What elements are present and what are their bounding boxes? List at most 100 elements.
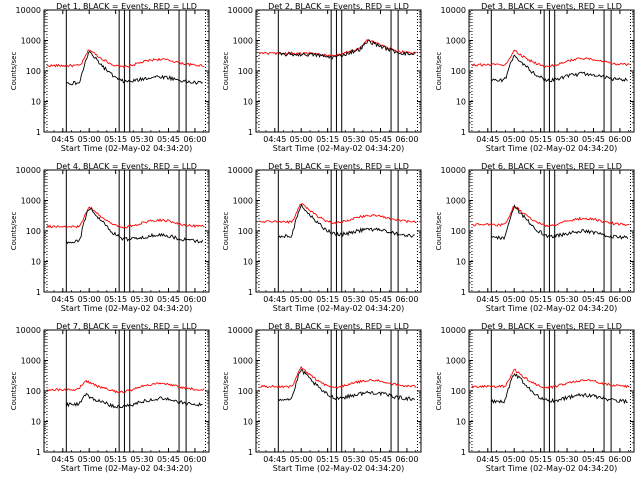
x-tick-label: 05:15 bbox=[104, 455, 127, 464]
y-tick-label: 1 bbox=[36, 288, 41, 297]
x-axis-label: Start Time (02-May-02 04:34:20) bbox=[486, 464, 617, 473]
x-tick-label: 06:00 bbox=[608, 295, 631, 304]
y-tick-label: 1000 bbox=[21, 37, 41, 46]
x-axis-label: Start Time (02-May-02 04:34:20) bbox=[486, 144, 617, 153]
x-tick-label: 06:00 bbox=[395, 135, 418, 144]
x-tick-label: 05:30 bbox=[343, 135, 366, 144]
x-tick-label: 05:15 bbox=[316, 135, 339, 144]
x-tick-label: 04:45 bbox=[263, 455, 286, 464]
y-tick-label: 1000 bbox=[233, 37, 253, 46]
y-tick-label: 1000 bbox=[446, 37, 466, 46]
y-tick-label: 10 bbox=[243, 98, 253, 107]
y-tick-label: 1000 bbox=[21, 357, 41, 366]
x-tick-label: 05:00 bbox=[503, 295, 526, 304]
y-tick-label: 1 bbox=[461, 288, 466, 297]
y-tick-label: 10 bbox=[243, 258, 253, 267]
y-axis-label: Counts/sec bbox=[435, 372, 443, 411]
panel-1: Det 1, BLACK = Events, RED = LLD 1 10 100 10… bbox=[10, 2, 210, 153]
panel-9: Det 9, BLACK = Events, RED = LLD 1 10 100 10… bbox=[435, 322, 635, 473]
x-tick-label: 04:45 bbox=[51, 295, 74, 304]
x-tick-label: 04:45 bbox=[51, 455, 74, 464]
x-tick-label: 06:00 bbox=[608, 455, 631, 464]
y-tick-label: 10 bbox=[456, 418, 466, 427]
y-tick-label: 10000 bbox=[441, 326, 466, 335]
series-events-line bbox=[66, 50, 203, 86]
plot-frame bbox=[468, 169, 635, 293]
panel-title: Det 2, BLACK = Events, RED = LLD bbox=[268, 2, 409, 11]
series-events-line bbox=[490, 54, 628, 83]
plot-frame bbox=[43, 9, 210, 133]
x-tick-label: 05:30 bbox=[556, 295, 579, 304]
series-lld-line bbox=[258, 365, 417, 389]
x-tick-label: 04:45 bbox=[263, 295, 286, 304]
y-tick-label: 1 bbox=[248, 288, 253, 297]
x-tick-label: 05:00 bbox=[290, 135, 313, 144]
y-tick-label: 100 bbox=[238, 227, 253, 236]
x-axis-label: Start Time (02-May-02 04:34:20) bbox=[273, 464, 404, 473]
y-tick-label: 10000 bbox=[16, 166, 41, 175]
y-tick-label: 1000 bbox=[233, 197, 253, 206]
y-tick-label: 1000 bbox=[233, 357, 253, 366]
y-tick-label: 10000 bbox=[16, 326, 41, 335]
y-tick-label: 10 bbox=[243, 418, 253, 427]
panel-title: Det 8, BLACK = Events, RED = LLD bbox=[268, 322, 409, 331]
x-tick-label: 05:15 bbox=[529, 295, 552, 304]
x-tick-label: 06:00 bbox=[395, 295, 418, 304]
panel-3: Det 3, BLACK = Events, RED = LLD 1 10 100 10… bbox=[435, 2, 635, 153]
x-tick-label: 04:45 bbox=[51, 135, 74, 144]
series-lld-line bbox=[46, 49, 205, 69]
plot-frame bbox=[255, 329, 422, 453]
x-tick-label: 05:00 bbox=[78, 135, 101, 144]
x-tick-label: 05:15 bbox=[529, 135, 552, 144]
y-tick-label: 10 bbox=[456, 98, 466, 107]
y-tick-label: 1000 bbox=[21, 197, 41, 206]
series-events-line bbox=[277, 39, 416, 60]
y-tick-label: 10000 bbox=[441, 6, 466, 15]
series-lld-line bbox=[471, 368, 630, 390]
x-tick-label: 06:00 bbox=[183, 135, 206, 144]
x-tick-label: 05:15 bbox=[316, 295, 339, 304]
y-tick-label: 10 bbox=[456, 258, 466, 267]
series-events-line bbox=[277, 203, 415, 239]
x-tick-label: 05:00 bbox=[290, 295, 313, 304]
x-tick-label: 05:30 bbox=[131, 455, 154, 464]
panel-7: Det 7, BLACK = Events, RED = LLD 1 10 100 10… bbox=[10, 322, 210, 473]
series-lld-line bbox=[258, 39, 417, 58]
x-tick-label: 04:45 bbox=[476, 135, 499, 144]
x-tick-label: 05:45 bbox=[157, 135, 180, 144]
y-tick-label: 100 bbox=[238, 387, 253, 396]
panel-2: Det 2, BLACK = Events, RED = LLD 1 10 100 10… bbox=[222, 2, 422, 153]
series-events-line bbox=[65, 392, 203, 409]
y-tick-label: 10000 bbox=[228, 6, 253, 15]
x-tick-label: 05:15 bbox=[104, 135, 127, 144]
y-tick-label: 1 bbox=[461, 448, 466, 457]
y-tick-label: 10000 bbox=[16, 6, 41, 15]
y-tick-label: 100 bbox=[451, 227, 466, 236]
y-tick-label: 1 bbox=[461, 128, 466, 137]
y-tick-label: 10000 bbox=[441, 166, 466, 175]
x-axis-label: Start Time (02-May-02 04:34:20) bbox=[61, 304, 192, 313]
panel-6: Det 6, BLACK = Events, RED = LLD 1 10 100 10… bbox=[435, 162, 635, 313]
y-axis-label: Counts/sec bbox=[222, 372, 230, 411]
x-tick-label: 05:15 bbox=[529, 455, 552, 464]
x-tick-label: 05:45 bbox=[369, 455, 392, 464]
x-tick-label: 04:45 bbox=[476, 295, 499, 304]
plot-frame bbox=[468, 9, 635, 133]
x-axis-label: Start Time (02-May-02 04:34:20) bbox=[273, 304, 404, 313]
x-axis-label: Start Time (02-May-02 04:34:20) bbox=[61, 144, 192, 153]
x-tick-label: 05:45 bbox=[582, 295, 605, 304]
y-axis-label: Counts/sec bbox=[435, 52, 443, 91]
panel-8: Det 8, BLACK = Events, RED = LLD 1 10 100 10… bbox=[222, 322, 422, 473]
x-tick-label: 05:45 bbox=[582, 455, 605, 464]
x-tick-label: 05:00 bbox=[78, 455, 101, 464]
y-tick-label: 100 bbox=[451, 387, 466, 396]
x-tick-label: 05:45 bbox=[157, 295, 180, 304]
x-tick-label: 04:45 bbox=[476, 455, 499, 464]
series-lld-line bbox=[471, 205, 630, 228]
y-tick-label: 10 bbox=[31, 418, 41, 427]
panel-title: Det 5, BLACK = Events, RED = LLD bbox=[268, 162, 409, 171]
y-tick-label: 10000 bbox=[228, 326, 253, 335]
panel-4: Det 4, BLACK = Events, RED = LLD 1 10 100 10… bbox=[10, 162, 210, 313]
x-tick-label: 05:30 bbox=[131, 295, 154, 304]
